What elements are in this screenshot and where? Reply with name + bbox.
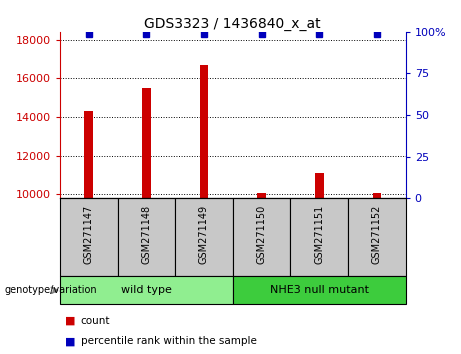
- Bar: [60, 198, 118, 276]
- Text: GSM271149: GSM271149: [199, 205, 209, 264]
- Bar: [315, 173, 324, 198]
- Bar: [142, 88, 151, 198]
- Bar: [175, 198, 233, 276]
- Text: NHE3 null mutant: NHE3 null mutant: [270, 285, 369, 295]
- Bar: [118, 198, 175, 276]
- Text: GSM271148: GSM271148: [142, 205, 151, 264]
- Text: GSM271147: GSM271147: [84, 205, 94, 264]
- Bar: [200, 65, 208, 198]
- Bar: [84, 111, 93, 198]
- Text: percentile rank within the sample: percentile rank within the sample: [81, 336, 257, 346]
- Title: GDS3323 / 1436840_x_at: GDS3323 / 1436840_x_at: [144, 17, 321, 31]
- Text: GSM271151: GSM271151: [314, 205, 324, 264]
- Text: ■: ■: [65, 315, 75, 326]
- Bar: [60, 276, 233, 304]
- Text: wild type: wild type: [121, 285, 172, 295]
- Text: GSM271150: GSM271150: [257, 205, 266, 264]
- Bar: [372, 193, 381, 198]
- Bar: [348, 198, 406, 276]
- Text: count: count: [81, 315, 110, 326]
- Bar: [257, 193, 266, 198]
- Bar: [233, 198, 290, 276]
- Text: genotype/variation: genotype/variation: [5, 285, 97, 295]
- Bar: [233, 276, 406, 304]
- Bar: [290, 198, 348, 276]
- Text: GSM271152: GSM271152: [372, 205, 382, 264]
- Text: ■: ■: [65, 336, 75, 346]
